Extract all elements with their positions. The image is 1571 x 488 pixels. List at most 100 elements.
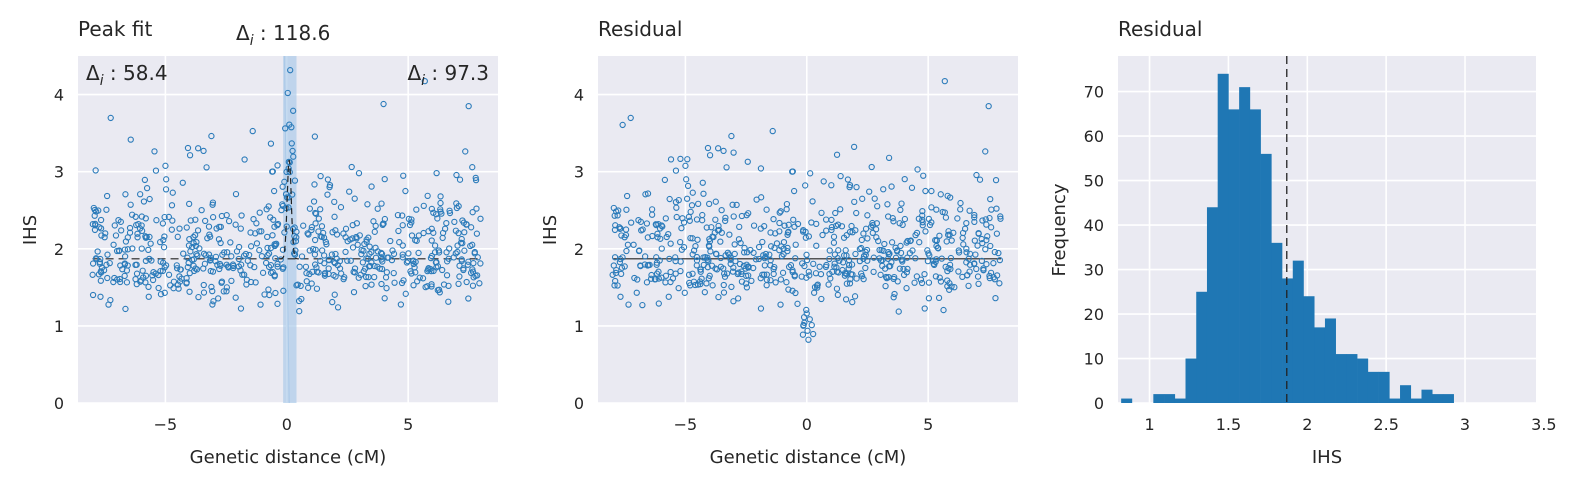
data-point <box>639 226 646 233</box>
data-point <box>804 327 811 334</box>
data-point <box>728 283 735 291</box>
data-point <box>781 222 788 229</box>
data-point <box>858 236 865 244</box>
data-point <box>410 260 417 268</box>
data-point <box>763 282 770 289</box>
data-point <box>643 220 651 227</box>
data-point <box>259 269 267 276</box>
y-tick-label: 3 <box>574 163 584 182</box>
data-point <box>833 151 841 158</box>
data-point <box>225 217 233 225</box>
data-point <box>396 239 403 246</box>
data-point <box>720 281 727 289</box>
data-point <box>300 222 307 229</box>
data-point <box>901 215 909 223</box>
data-point <box>618 232 625 239</box>
data-point <box>948 283 955 290</box>
peak-fit-curve <box>279 159 299 260</box>
data-point <box>975 280 982 288</box>
data-point <box>148 257 155 264</box>
data-point <box>776 228 783 235</box>
data-point <box>205 223 213 230</box>
data-point <box>777 301 784 308</box>
data-point <box>200 147 207 155</box>
data-point <box>921 270 928 278</box>
data-point <box>146 195 153 203</box>
data-point <box>826 255 833 263</box>
data-point <box>922 187 929 195</box>
data-point <box>837 206 844 213</box>
histogram-bar <box>1357 358 1369 403</box>
data-point <box>963 245 970 252</box>
data-point <box>279 201 286 208</box>
data-point <box>682 162 689 169</box>
data-point <box>833 268 841 275</box>
histogram-bar <box>1249 109 1261 403</box>
data-point <box>613 266 620 274</box>
data-point <box>97 293 104 300</box>
data-point <box>662 279 669 286</box>
data-point <box>460 266 467 274</box>
data-point <box>446 207 453 214</box>
data-point <box>687 234 694 242</box>
data-point <box>657 235 664 242</box>
data-point <box>435 286 443 293</box>
data-point <box>186 269 193 277</box>
data-point <box>810 289 818 296</box>
data-point <box>890 294 897 301</box>
data-point <box>986 272 993 280</box>
data-point <box>220 288 227 295</box>
data-point <box>683 176 690 183</box>
data-point <box>347 236 354 243</box>
data-point <box>778 243 785 250</box>
panel-title: Peak fit <box>78 17 152 41</box>
data-point <box>190 240 197 247</box>
data-point <box>891 273 898 281</box>
data-point <box>360 268 367 275</box>
data-point <box>387 237 394 245</box>
data-point <box>767 277 774 284</box>
data-point <box>727 256 734 263</box>
data-point <box>145 246 152 254</box>
data-point <box>291 251 299 258</box>
data-point <box>464 261 472 268</box>
data-point <box>900 265 907 273</box>
data-point <box>755 243 763 251</box>
data-point <box>881 240 888 248</box>
data-point <box>428 237 435 244</box>
data-point <box>207 256 214 263</box>
histogram-bar <box>1367 371 1379 403</box>
data-point <box>835 247 842 254</box>
data-point <box>454 242 461 249</box>
data-point <box>399 212 406 219</box>
data-point <box>667 240 674 247</box>
data-point <box>399 254 406 261</box>
data-point <box>706 152 714 159</box>
data-point <box>648 271 655 279</box>
histogram-bar <box>1410 398 1422 403</box>
data-point <box>843 280 851 287</box>
data-point <box>932 237 939 244</box>
data-point <box>232 190 240 198</box>
data-point <box>385 254 392 261</box>
data-point <box>720 289 728 296</box>
data-point <box>703 224 710 231</box>
data-point <box>153 217 160 224</box>
data-point <box>667 268 674 276</box>
data-point <box>467 242 474 250</box>
data-point <box>730 213 737 220</box>
data-point <box>730 149 737 156</box>
data-point <box>456 273 463 280</box>
data-point <box>402 290 409 297</box>
data-point <box>477 260 484 267</box>
data-point <box>203 164 210 171</box>
data-point <box>798 273 805 280</box>
data-point <box>904 265 911 273</box>
y-tick-label: 2 <box>54 240 64 259</box>
data-point <box>726 231 733 238</box>
y-ticks: 0 10 20 30 40 50 60 70 <box>1084 83 1104 413</box>
data-point <box>959 234 966 242</box>
data-point <box>712 198 719 205</box>
x-axis-label: Genetic distance (cM) <box>710 447 907 468</box>
data-point <box>194 227 202 234</box>
